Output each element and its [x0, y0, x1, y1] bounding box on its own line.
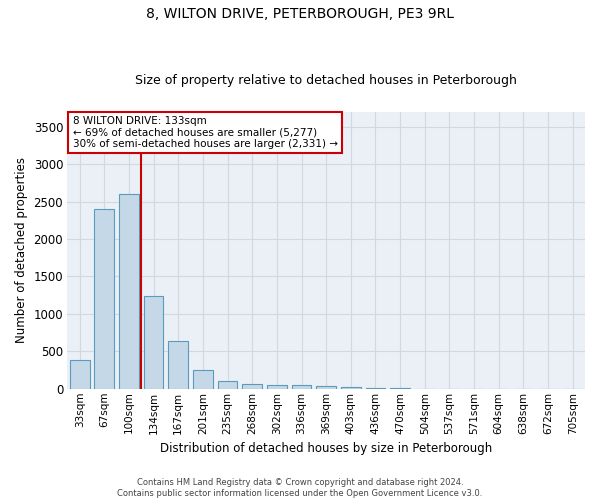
Text: 8 WILTON DRIVE: 133sqm
← 69% of detached houses are smaller (5,277)
30% of semi-: 8 WILTON DRIVE: 133sqm ← 69% of detached… [73, 116, 338, 149]
Bar [242, 384, 262, 389]
Bar [218, 382, 238, 389]
Text: 8, WILTON DRIVE, PETERBOROUGH, PE3 9RL: 8, WILTON DRIVE, PETERBOROUGH, PE3 9RL [146, 8, 454, 22]
Bar [341, 386, 361, 389]
Bar [94, 209, 114, 389]
Bar [70, 360, 89, 389]
Bar [316, 386, 336, 389]
Title: Size of property relative to detached houses in Peterborough: Size of property relative to detached ho… [135, 74, 517, 87]
Bar [144, 296, 163, 389]
Y-axis label: Number of detached properties: Number of detached properties [15, 158, 28, 344]
Text: Contains HM Land Registry data © Crown copyright and database right 2024.
Contai: Contains HM Land Registry data © Crown c… [118, 478, 482, 498]
Bar [193, 370, 213, 389]
Bar [292, 385, 311, 389]
Bar [365, 388, 385, 389]
Bar [119, 194, 139, 389]
X-axis label: Distribution of detached houses by size in Peterborough: Distribution of detached houses by size … [160, 442, 492, 455]
Bar [267, 384, 287, 389]
Bar [169, 341, 188, 389]
